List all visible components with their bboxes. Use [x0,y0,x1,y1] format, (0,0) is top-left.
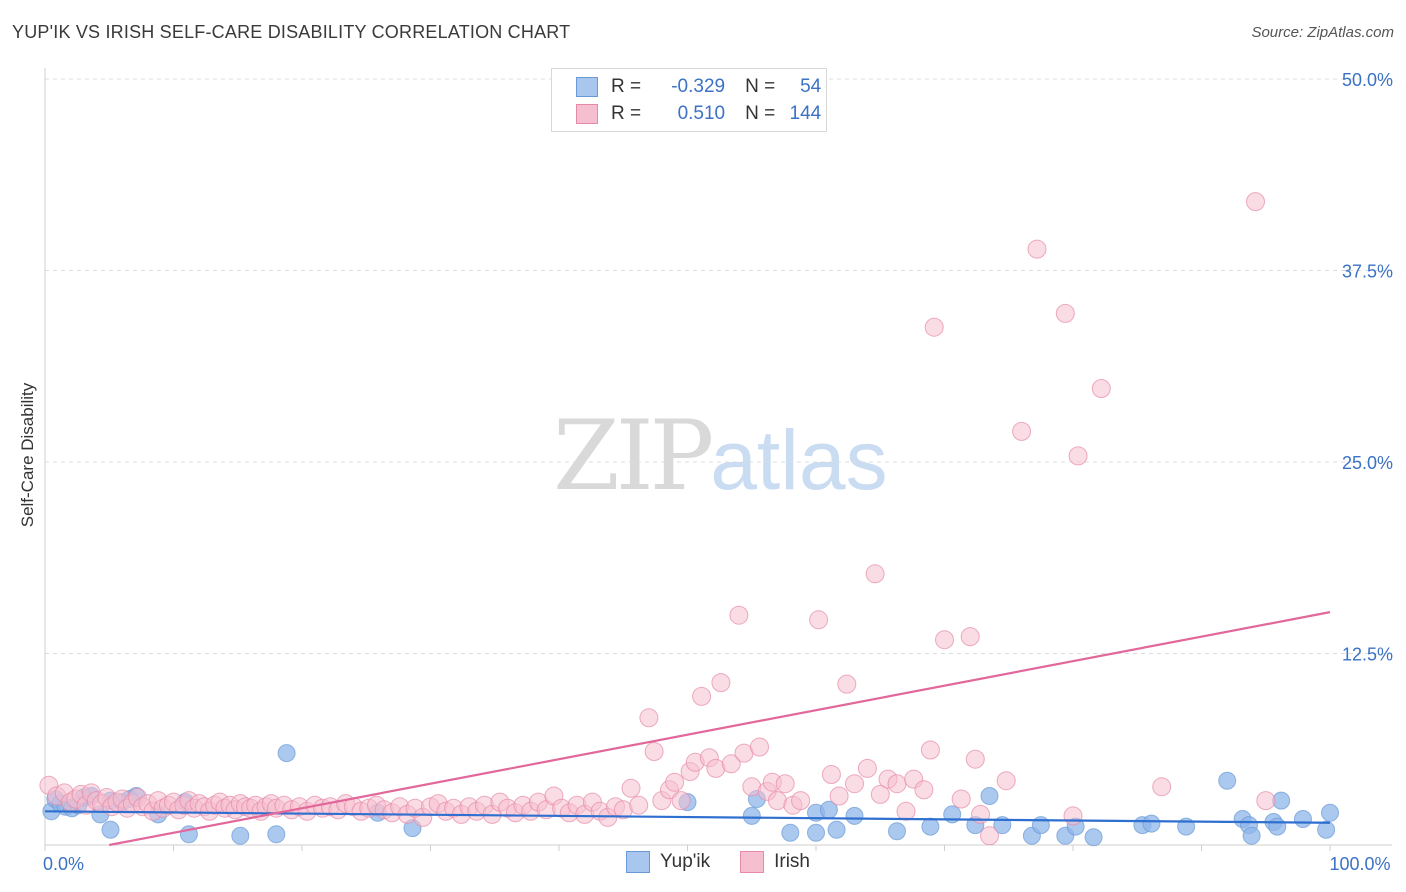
irish-point [671,791,691,811]
yupik-trend-line [44,810,1331,824]
irish-point [845,774,864,794]
source-label: Source: ZipAtlas.com [1251,24,1394,41]
irish-point [621,778,641,798]
yupik-point [807,823,825,842]
irish-point [870,784,890,804]
y-tick-label: 25.0% [1342,453,1393,473]
series-legend-label-irish: Irish [774,851,811,872]
watermark-zip: ZIP [553,400,714,512]
irish-point [750,737,769,757]
yupik-point [921,817,940,836]
y-tick-label: 12.5% [1342,645,1393,665]
irish-point [1027,239,1047,259]
series-legend-swatch-irish [740,851,765,873]
yupik-point [1268,817,1287,836]
irish-point [729,605,749,625]
axes [44,68,1392,851]
irish-point [692,686,712,706]
legend-r-label: R = [611,76,642,97]
irish-point [896,801,916,821]
yupik-point [845,806,864,825]
yupik-point [1321,803,1339,822]
x-tick-label: 0.0% [43,854,84,874]
irish-point [644,742,664,761]
irish-point [951,789,971,809]
irish-point [809,610,829,630]
legend-n-value: 144 [789,103,822,124]
yupik-point [827,820,846,839]
yupik-point [888,822,906,841]
y-axis-label: Self-Care Disability [18,382,37,528]
y-tick-label: 50.0% [1342,70,1393,90]
irish-point [920,740,940,760]
irish-point [629,795,649,815]
chart-title: YUP'IK VS IRISH SELF-CARE DISABILITY COR… [12,22,571,42]
yupik-point [101,820,120,839]
yupik-point [1294,810,1312,828]
series-legend-swatch-yupik [626,851,650,873]
legend-swatch-irish [576,104,598,124]
yupik-point [1242,826,1261,845]
irish-point [1152,777,1172,797]
irish-point [775,774,795,794]
legend-n-label: N = [745,76,776,97]
legend-row-yupik: R = -0.329 N = 54 [576,75,821,99]
irish-point [837,674,857,694]
yupik-point [742,806,761,825]
points [39,192,1339,847]
irish-point [965,749,985,769]
yupik-point [1218,771,1237,790]
irish-point [1091,379,1111,398]
yupik-point [1317,820,1336,839]
irish-point [1256,791,1276,811]
y-tick-label: 37.5% [1342,262,1393,282]
irish-point [1246,192,1265,212]
irish-point [914,780,934,800]
irish-point [1068,446,1088,466]
yupik-point [231,826,250,845]
tick-labels: 12.5% 25.0% 37.5% 50.0% 0.0% 100.0% [43,70,1393,874]
irish-trend-line [109,611,1331,847]
series-legend-label-yupik: Yup'ik [660,851,711,872]
legend-r-value: 0.510 [677,103,726,124]
yupik-point [267,825,286,844]
irish-point [887,774,907,794]
legend-r-label: R = [611,103,642,124]
irish-point [996,771,1016,791]
irish-point [721,754,741,774]
irish-point [865,564,885,584]
series-legend: Yup'ik Irish [626,851,810,873]
x-tick-label: 100.0% [1329,854,1390,874]
irish-point [665,772,685,792]
legend-swatch-yupik [576,77,598,97]
irish-point [924,317,944,337]
irish-point [935,630,954,650]
irish-point [821,765,841,784]
correlation-legend: R = -0.329 N = 54 R = 0.510 N = 144 [551,68,827,132]
legend-n-value: 54 [800,76,822,97]
irish-point [1063,806,1083,826]
irish-point [1012,421,1032,441]
yupik-point [1142,814,1161,833]
irish-point [829,786,849,806]
watermark: ZIPatlas [553,400,888,512]
irish-point [639,708,659,728]
legend-row-irish: R = 0.510 N = 144 [576,102,821,126]
irish-point [711,673,731,693]
yupik-point [1084,828,1103,847]
irish-point [791,791,811,811]
grid [45,78,1392,654]
legend-n-label: N = [745,103,776,124]
trend-lines [44,611,1331,847]
irish-point [857,758,877,778]
yupik-point [781,823,800,842]
yupik-point [277,744,296,763]
watermark-atlas: atlas [710,413,888,507]
irish-point [980,826,999,846]
legend-r-value: -0.329 [671,76,726,97]
irish-point [1055,303,1075,323]
irish-point [960,627,980,647]
yupik-point [980,787,999,805]
